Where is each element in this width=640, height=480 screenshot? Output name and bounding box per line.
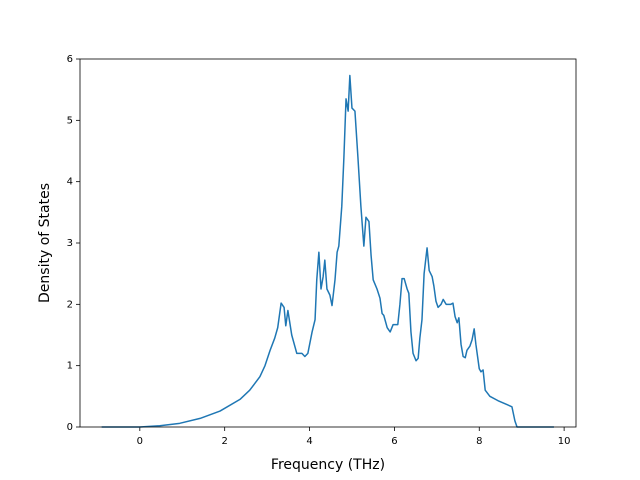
plot-frame [79, 58, 577, 428]
y-tick-label: 5 [67, 115, 73, 126]
x-tick-label: 2 [221, 436, 227, 447]
y-tick-label: 6 [67, 54, 73, 65]
x-tick-label: 4 [306, 436, 312, 447]
y-tick-label: 1 [67, 361, 73, 372]
x-tick-label: 0 [137, 436, 143, 447]
x-axis-label: Frequency (THz) [271, 457, 385, 473]
y-tick-label: 0 [67, 422, 73, 433]
y-tick-label: 3 [67, 238, 73, 249]
data-line [101, 74, 554, 428]
x-tick-label: 10 [558, 436, 571, 447]
x-tick-label: 6 [391, 436, 397, 447]
y-tick-label: 4 [67, 177, 73, 188]
y-tick-label: 2 [67, 299, 73, 310]
x-tick-label: 8 [476, 436, 482, 447]
y-axis-label: Density of States [37, 183, 53, 303]
